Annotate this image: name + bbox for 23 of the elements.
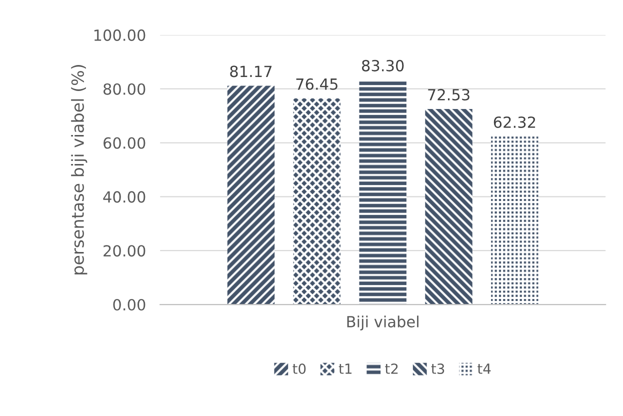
y-tick-label: 40.00 bbox=[103, 191, 146, 203]
data-label: 81.17 bbox=[230, 66, 272, 78]
bar bbox=[425, 108, 472, 305]
data-label: 76.45 bbox=[296, 78, 338, 90]
y-tick-label: 20.00 bbox=[104, 245, 146, 257]
legend-label: t0 bbox=[292, 364, 306, 374]
data-label: 83.30 bbox=[362, 60, 404, 72]
legend-label: t3 bbox=[431, 364, 444, 374]
y-tick-label: 0.00 bbox=[113, 298, 146, 311]
data-label: 62.32 bbox=[494, 116, 536, 128]
bar bbox=[293, 98, 341, 305]
bar bbox=[359, 80, 406, 305]
legend-label: t4 bbox=[478, 364, 491, 374]
y-tick-label: 100.00 bbox=[94, 29, 146, 41]
y-tick-label: 60.00 bbox=[104, 137, 146, 149]
legend-label: t2 bbox=[385, 364, 398, 374]
legend-label: t1 bbox=[338, 364, 352, 374]
bar bbox=[491, 136, 538, 305]
bar bbox=[227, 86, 275, 305]
y-axis-title: persentase biji viabel (%) bbox=[71, 65, 88, 274]
data-label: 72.53 bbox=[428, 88, 470, 100]
y-tick-label: 80.00 bbox=[104, 83, 146, 95]
x-tick-label: Biji viabel bbox=[347, 316, 418, 330]
